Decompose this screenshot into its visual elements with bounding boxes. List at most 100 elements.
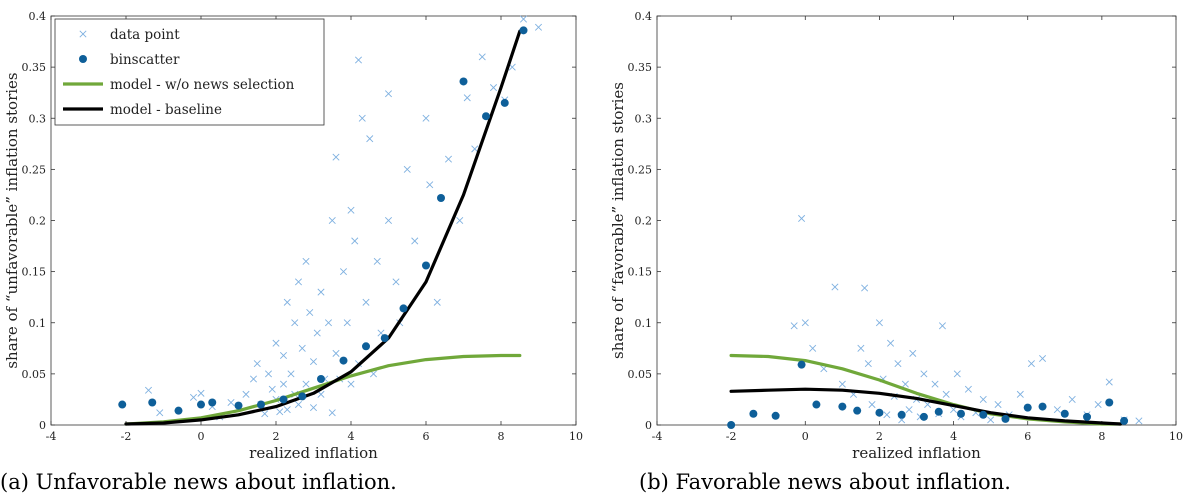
data-point-stroke bbox=[377, 329, 385, 337]
model-line-baseline bbox=[729, 387, 1122, 426]
data-point bbox=[444, 155, 453, 163]
data-point-stroke bbox=[864, 360, 872, 368]
x-tick-label: 2 bbox=[273, 430, 280, 443]
data-point bbox=[306, 309, 314, 317]
data-point bbox=[519, 15, 528, 23]
data-point-stroke bbox=[279, 380, 288, 388]
binscatter-point bbox=[197, 400, 205, 409]
data-point-stroke bbox=[369, 370, 378, 378]
data-point bbox=[422, 114, 430, 122]
data-point bbox=[838, 380, 846, 388]
data-point bbox=[279, 351, 288, 359]
data-point-stroke bbox=[875, 319, 883, 327]
data-point-stroke bbox=[332, 153, 340, 161]
data-point bbox=[887, 339, 895, 347]
data-point-stroke bbox=[1039, 355, 1047, 363]
data-point bbox=[964, 385, 972, 393]
legend-label: data point bbox=[110, 27, 180, 43]
data-point bbox=[189, 393, 198, 401]
x-tick-label: 10 bbox=[569, 430, 583, 443]
data-point-stroke bbox=[456, 216, 464, 225]
data-point-stroke bbox=[953, 370, 961, 378]
binscatter-point bbox=[875, 408, 884, 417]
legend-symbol-binscatter bbox=[79, 55, 87, 63]
data-point bbox=[931, 380, 939, 388]
y-tick-label: 0.35 bbox=[22, 61, 47, 74]
binscatter-point bbox=[380, 334, 389, 343]
data-point-stroke bbox=[354, 56, 363, 64]
data-point bbox=[901, 380, 909, 388]
data-point-stroke bbox=[279, 351, 288, 359]
data-point-stroke bbox=[366, 135, 374, 143]
data-point bbox=[298, 344, 306, 352]
binscatter-point bbox=[279, 395, 288, 404]
data-point-stroke bbox=[324, 319, 333, 327]
y-axis-label: share of “favorable” inflation stories bbox=[609, 82, 627, 359]
binscatter-point bbox=[1083, 412, 1092, 421]
x-axis-label: realized inflation bbox=[852, 444, 981, 462]
x-tick-label: 4 bbox=[950, 430, 957, 443]
data-point-stroke bbox=[328, 216, 336, 225]
data-point-stroke bbox=[478, 53, 486, 61]
data-point bbox=[291, 319, 299, 327]
data-point-stroke bbox=[144, 386, 153, 394]
y-tick-label: 0.3 bbox=[29, 112, 47, 125]
legend-symbol-data-point bbox=[79, 30, 87, 38]
data-point-stroke bbox=[264, 370, 273, 378]
binscatter-point bbox=[298, 392, 307, 401]
data-point-stroke bbox=[347, 206, 355, 214]
data-point bbox=[456, 216, 464, 225]
data-point-stroke bbox=[362, 298, 370, 306]
binscatter-point bbox=[519, 26, 528, 35]
x-tick-label: 4 bbox=[348, 430, 355, 443]
data-point-stroke bbox=[979, 395, 987, 403]
data-point bbox=[384, 216, 393, 225]
data-point-stroke bbox=[1135, 417, 1143, 425]
data-point bbox=[905, 406, 913, 414]
data-point-stroke bbox=[358, 114, 366, 122]
data-point bbox=[894, 360, 902, 368]
y-tick-label: 0.4 bbox=[635, 10, 653, 23]
binscatter-point bbox=[208, 398, 217, 407]
binscatter-point bbox=[853, 406, 862, 415]
binscatter-point bbox=[174, 406, 183, 415]
data-point-stroke bbox=[249, 375, 258, 383]
data-point-stroke bbox=[801, 319, 809, 327]
y-tick-label: 0.3 bbox=[635, 112, 653, 125]
plot-frame bbox=[656, 15, 1177, 426]
data-point bbox=[283, 406, 291, 414]
data-point bbox=[1105, 378, 1113, 386]
data-point-stroke bbox=[291, 319, 299, 327]
data-point bbox=[463, 94, 471, 102]
y-tick-label: 0.15 bbox=[22, 266, 47, 279]
data-point bbox=[790, 322, 798, 330]
x-tick-label: 8 bbox=[1098, 430, 1105, 443]
data-point bbox=[294, 278, 303, 286]
data-point-stroke bbox=[471, 145, 479, 153]
y-tick-label: 0.2 bbox=[29, 215, 47, 228]
data-point-stroke bbox=[1016, 390, 1024, 398]
binscatter-point bbox=[919, 412, 928, 421]
data-point-stroke bbox=[411, 237, 419, 245]
caption-favorable: (b) Favorable news about inflation. bbox=[639, 470, 1011, 494]
data-point bbox=[317, 288, 325, 296]
data-point-stroke bbox=[339, 268, 348, 276]
data-point-stroke bbox=[156, 409, 164, 417]
data-point-stroke bbox=[422, 114, 430, 122]
binscatter-point bbox=[1038, 402, 1047, 411]
data-point bbox=[798, 214, 806, 222]
data-point bbox=[1039, 355, 1047, 363]
binscatter-point bbox=[812, 400, 821, 409]
data-point-stroke bbox=[883, 411, 891, 419]
data-point-stroke bbox=[433, 298, 441, 306]
binscatter-point bbox=[234, 401, 243, 410]
binscatter-point bbox=[838, 402, 847, 411]
data-point bbox=[883, 411, 891, 419]
x-tick-label: -2 bbox=[121, 430, 132, 443]
data-point-stroke bbox=[489, 84, 498, 92]
binscatter-point bbox=[797, 360, 806, 369]
data-point-stroke bbox=[861, 284, 869, 292]
binscatter-point bbox=[437, 194, 445, 203]
data-point bbox=[875, 319, 883, 327]
data-point bbox=[403, 165, 411, 173]
